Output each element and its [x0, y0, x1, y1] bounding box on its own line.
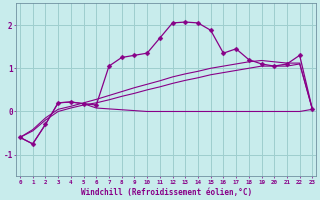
- X-axis label: Windchill (Refroidissement éolien,°C): Windchill (Refroidissement éolien,°C): [81, 188, 252, 197]
